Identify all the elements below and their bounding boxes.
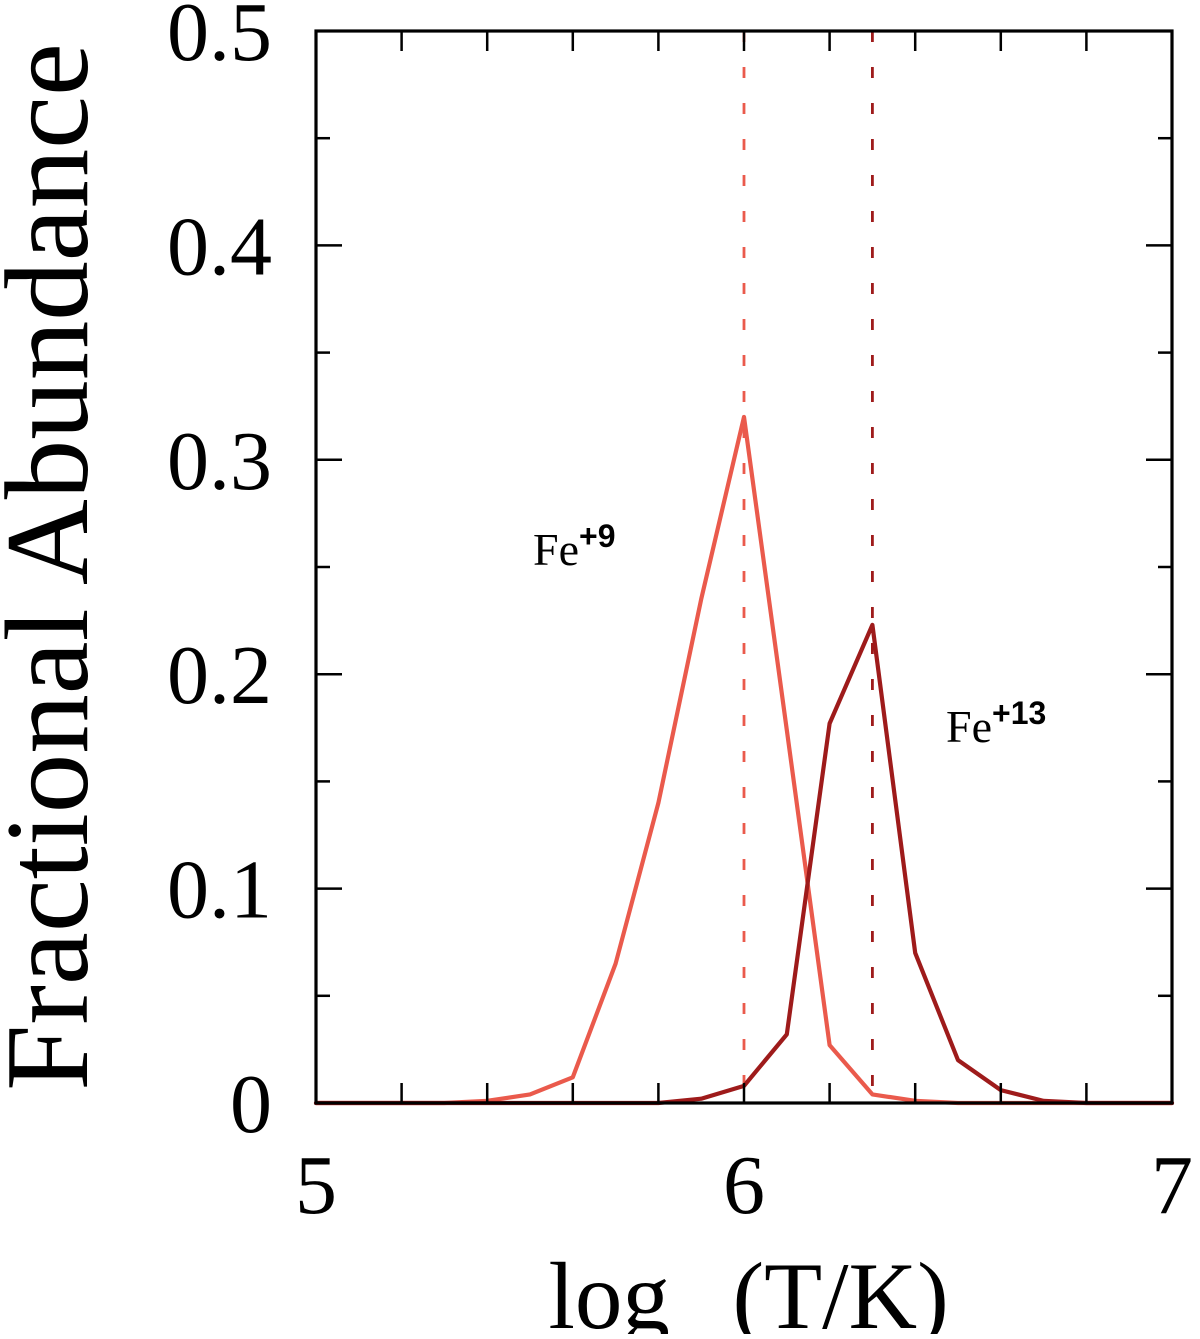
- svg-text:log: log: [549, 1243, 670, 1334]
- svg-text:6: 6: [723, 1139, 765, 1232]
- svg-text:Fractional Abundance: Fractional Abundance: [0, 43, 113, 1091]
- svg-text:0.3: 0.3: [167, 415, 272, 508]
- svg-text:5: 5: [295, 1139, 337, 1232]
- svg-text:0.2: 0.2: [167, 629, 272, 722]
- svg-text:7: 7: [1151, 1139, 1193, 1232]
- svg-text:0.4: 0.4: [167, 200, 272, 293]
- svg-text:0.5: 0.5: [167, 0, 272, 79]
- svg-text:0: 0: [230, 1058, 272, 1151]
- svg-text:0.1: 0.1: [167, 844, 272, 937]
- svg-text:(T/K): (T/K): [733, 1243, 949, 1334]
